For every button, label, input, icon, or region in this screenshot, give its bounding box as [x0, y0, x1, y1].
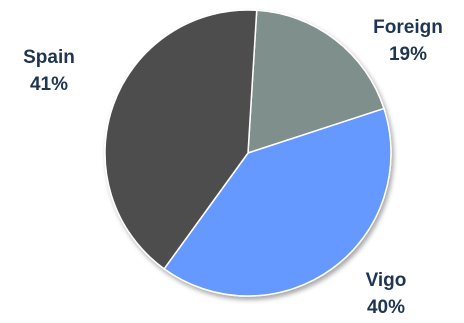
slice-label-vigo: Vigo [366, 270, 407, 291]
pie-slice-vigo [163, 107, 392, 297]
slice-value-spain: 41% [30, 74, 68, 95]
pie-slice-spain [104, 9, 258, 270]
pie-slice-foreign [247, 9, 385, 155]
slice-label-spain: Spain [23, 47, 75, 68]
slice-value-vigo: 40% [367, 297, 405, 318]
slice-value-foreign: 19% [389, 44, 427, 65]
slice-label-foreign: Foreign [373, 17, 443, 38]
pie-slices [104, 9, 392, 297]
pie-labels: Foreign 19% Vigo 40% Spain 41% [23, 17, 443, 318]
